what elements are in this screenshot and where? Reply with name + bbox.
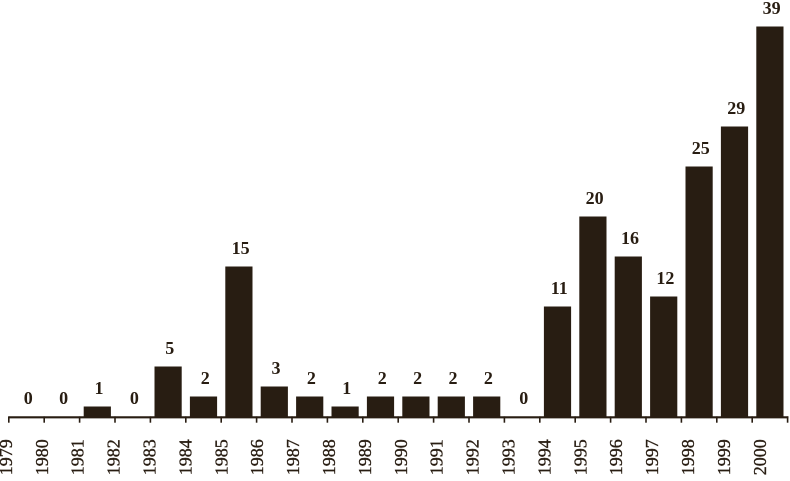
svg-text:1984: 1984: [175, 439, 195, 475]
svg-text:1: 1: [342, 378, 351, 398]
svg-text:2000: 2000: [750, 439, 770, 475]
svg-text:1988: 1988: [319, 439, 339, 475]
svg-text:1990: 1990: [391, 439, 411, 475]
svg-text:12: 12: [656, 268, 674, 288]
svg-text:15: 15: [232, 238, 250, 258]
svg-text:2: 2: [378, 368, 387, 388]
svg-text:1992: 1992: [463, 439, 483, 475]
svg-text:0: 0: [24, 388, 33, 408]
svg-text:20: 20: [586, 188, 604, 208]
svg-text:5: 5: [165, 338, 174, 358]
svg-text:11: 11: [551, 278, 568, 298]
svg-text:39: 39: [763, 0, 781, 18]
svg-text:25: 25: [692, 138, 710, 158]
svg-text:1999: 1999: [714, 439, 734, 475]
svg-text:2: 2: [201, 368, 210, 388]
svg-text:1993: 1993: [499, 439, 519, 475]
svg-text:0: 0: [59, 388, 68, 408]
svg-text:2: 2: [413, 368, 422, 388]
svg-text:2: 2: [449, 368, 458, 388]
svg-text:1: 1: [95, 378, 104, 398]
svg-text:1996: 1996: [606, 439, 626, 475]
svg-text:1979: 1979: [0, 439, 16, 475]
svg-text:1985: 1985: [211, 439, 231, 475]
svg-text:3: 3: [272, 358, 281, 378]
svg-text:1998: 1998: [678, 439, 698, 475]
svg-text:1997: 1997: [642, 439, 662, 475]
svg-text:1981: 1981: [68, 439, 88, 475]
svg-text:1986: 1986: [247, 439, 267, 475]
svg-text:29: 29: [727, 98, 745, 118]
svg-text:16: 16: [621, 228, 639, 248]
svg-text:1994: 1994: [534, 439, 554, 475]
svg-text:1987: 1987: [283, 439, 303, 475]
svg-text:0: 0: [130, 388, 139, 408]
svg-text:1989: 1989: [355, 439, 375, 475]
svg-text:1991: 1991: [427, 439, 447, 475]
svg-text:2: 2: [484, 368, 493, 388]
svg-text:2: 2: [307, 368, 316, 388]
svg-text:1982: 1982: [104, 439, 124, 475]
svg-text:1980: 1980: [32, 439, 52, 475]
svg-text:1983: 1983: [140, 439, 160, 475]
svg-text:0: 0: [519, 388, 528, 408]
svg-text:1995: 1995: [570, 439, 590, 475]
